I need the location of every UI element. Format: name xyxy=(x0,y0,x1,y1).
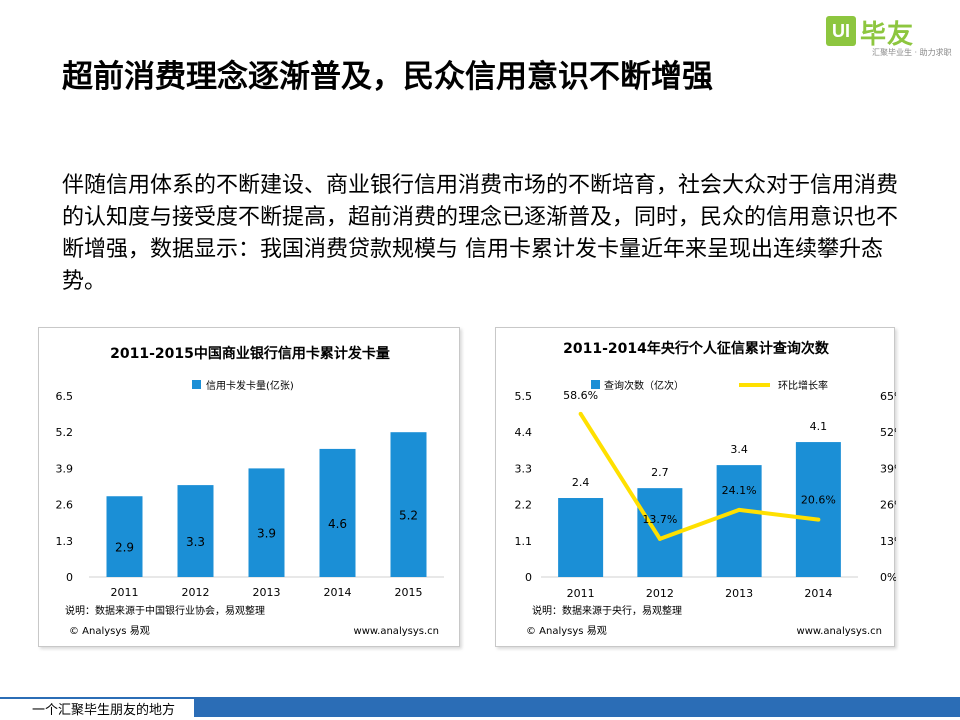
y-tick-label: 0 xyxy=(525,571,532,584)
legend-label: 信用卡发卡量(亿张) xyxy=(206,379,294,392)
logo-mark: UI xyxy=(826,16,856,46)
bar-value-label: 4.1 xyxy=(810,420,828,433)
y-tick-label: 3.9 xyxy=(56,462,74,475)
y2-tick-label: 39% xyxy=(880,462,896,475)
bar xyxy=(319,448,356,577)
x-tick-label: 2013 xyxy=(253,586,281,599)
logo-tagline: 汇聚毕业生 · 助力求职 xyxy=(872,48,952,57)
legend-swatch xyxy=(192,380,201,389)
growth-rate-line xyxy=(578,412,819,541)
y-tick-label: 1.1 xyxy=(515,535,533,548)
bar xyxy=(390,432,427,577)
y2-tick-label: 52% xyxy=(880,426,896,439)
y-tick-label: 5.2 xyxy=(56,426,74,439)
growth-rate-point xyxy=(737,507,742,512)
bar xyxy=(248,468,285,577)
bar-value-label: 2.4 xyxy=(572,476,590,489)
x-tick-label: 2012 xyxy=(182,586,210,599)
line-value-label: 20.6% xyxy=(801,494,836,507)
x-tick-label: 2014 xyxy=(804,587,832,600)
source-left: © Analysys 易观 xyxy=(69,625,150,637)
y-tick-label: 1.3 xyxy=(56,535,74,548)
logo-brand: 毕友 xyxy=(860,20,915,50)
card-issuance-chart: 2011-2015中国商业银行信用卡累计发卡量信用卡发卡量(亿张) 0 1.3 2.6… xyxy=(38,327,460,647)
bar xyxy=(558,498,604,577)
y-tick-label: 2.6 xyxy=(56,499,74,512)
chart-title: 2011-2015中国商业银行信用卡累计发卡量 xyxy=(110,345,390,362)
legend-label-line: 环比增长率 xyxy=(778,379,828,392)
growth-rate-point xyxy=(657,536,662,541)
bar-value-label: 2.9 xyxy=(115,541,134,555)
y-tick-label: 2.2 xyxy=(515,499,533,512)
slide-title: 超前消费理念逐渐普及，民众信用意识不断增强 xyxy=(62,59,713,95)
y-tick-label: 3.3 xyxy=(515,462,533,475)
bar-value-label: 4.6 xyxy=(328,517,347,531)
bar-value-label: 5.2 xyxy=(399,509,418,523)
bar xyxy=(106,496,143,577)
y2-tick-label: 0% xyxy=(880,571,896,584)
y-tick-label: 0 xyxy=(66,571,73,584)
legend-label-bar: 查询次数（亿次） xyxy=(604,379,684,392)
x-tick-label: 2013 xyxy=(725,587,753,600)
bar xyxy=(795,442,841,577)
growth-rate-point xyxy=(816,517,821,522)
line-value-label: 58.6% xyxy=(563,389,598,402)
y2-tick-label: 65% xyxy=(880,390,896,403)
footer-bar xyxy=(194,697,960,717)
source-right: www.analysys.cn xyxy=(797,626,882,637)
bar xyxy=(177,485,214,577)
source-note: 说明：数据来源于央行，易观整理 xyxy=(532,604,682,617)
source-left: © Analysys 易观 xyxy=(526,625,607,637)
bar-value-label: 3.9 xyxy=(257,527,276,541)
bar-value-label: 2.7 xyxy=(651,466,669,479)
y-tick-label: 5.5 xyxy=(515,390,533,403)
bar xyxy=(716,465,762,577)
credit-query-chart: 2011-2014年央行个人征信累计查询次数查询次数（亿次） 环比增长率 0 1.1 2… xyxy=(495,327,897,647)
y-tick-label: 4.4 xyxy=(515,426,533,439)
slide-body: 伴随信用体系的不断建设、商业银行信用消费市场的不断培育，社会大众对于信用消费的认… xyxy=(62,173,899,294)
x-tick-label: 2011 xyxy=(567,587,595,600)
bar-value-label: 3.3 xyxy=(186,535,205,549)
bar-value-label: 3.4 xyxy=(730,443,748,456)
x-tick-label: 2015 xyxy=(395,586,423,599)
line-value-label: 24.1% xyxy=(722,484,757,497)
y2-tick-label: 13% xyxy=(880,535,896,548)
x-tick-label: 2011 xyxy=(111,586,139,599)
line-value-label: 13.7% xyxy=(642,513,677,526)
source-right: www.analysys.cn xyxy=(354,626,439,637)
x-tick-label: 2012 xyxy=(646,587,674,600)
x-tick-label: 2014 xyxy=(324,586,352,599)
y-tick-label: 6.5 xyxy=(56,390,74,403)
brand-logo: UI 毕友 汇聚毕业生 · 助力求职 xyxy=(826,14,952,58)
footer-text: 一个汇聚毕生朋友的地方 xyxy=(32,703,176,718)
growth-rate-point xyxy=(578,411,583,416)
source-note: 说明：数据来源于中国银行业协会，易观整理 xyxy=(65,604,265,617)
y2-tick-label: 26% xyxy=(880,499,896,512)
chart-title: 2011-2014年央行个人征信累计查询次数 xyxy=(563,340,830,357)
legend-swatch-bar xyxy=(591,380,600,389)
